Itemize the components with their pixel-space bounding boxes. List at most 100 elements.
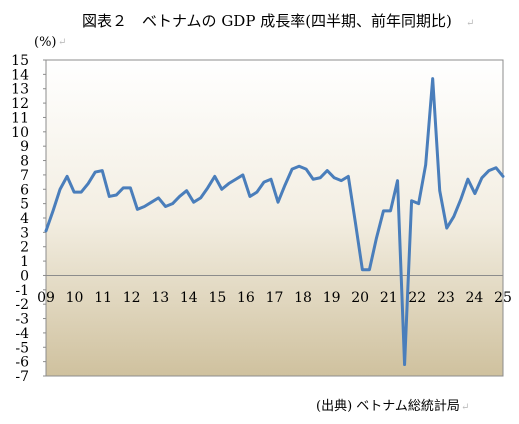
data-point [326,169,329,172]
data-point [452,215,455,218]
x-tick-label: 10 [66,290,84,306]
y-tick-label: -6 [15,355,29,371]
data-point [431,77,434,80]
data-point [410,199,413,202]
x-tick-label: 16 [237,290,255,306]
x-tick-label: 11 [94,290,112,306]
y-tick-label: 15 [11,53,29,69]
y-tick-label: 4 [20,211,29,227]
data-point [248,195,251,198]
x-tick-label: 14 [180,290,198,306]
title-return-mark: ↵ [466,18,474,29]
data-point [291,168,293,171]
data-point [80,191,83,194]
data-point [438,189,441,192]
data-point [488,169,490,172]
y-tick-label: -5 [15,340,29,356]
y-tick-label: 11 [11,110,29,126]
data-point [396,179,399,182]
x-tick-label: 25 [494,290,512,306]
data-point [495,166,497,169]
data-point [481,176,483,179]
data-point [256,191,258,194]
data-point [59,188,61,191]
data-point [312,178,315,181]
data-point [347,175,350,178]
series-line [44,77,505,367]
x-tick-label: 15 [208,290,226,306]
x-tick-label: 24 [466,290,484,306]
data-point [319,176,322,179]
data-point [87,182,90,185]
x-tick-label: 17 [266,290,284,306]
data-point [459,198,462,201]
data-point [52,209,54,212]
y-tick-label: 10 [11,125,29,141]
data-point [227,182,230,185]
data-point [445,227,448,229]
data-point [284,184,286,186]
data-point [368,268,371,271]
data-point [73,191,76,194]
y-tick-label: 8 [20,154,29,170]
x-tick-label: 19 [323,290,341,306]
data-point [129,186,132,189]
data-point [185,189,188,192]
x-axis-ticks: 09 10 11 12 13 14 15 16 17 18 19 20 21 22 23 24 25 [37,290,512,306]
y-tick-label: 5 [20,197,29,213]
data-point [466,178,469,181]
unit-return-mark: ↵ [58,37,66,48]
y-tick-label: 1 [20,254,29,270]
y-tick-label: 3 [20,225,29,241]
data-point [108,195,111,198]
y-tick-label: 0 [20,268,29,284]
data-point [277,201,279,204]
y-tick-label: -1 [15,283,29,299]
data-point [206,186,209,189]
data-point [178,195,181,198]
source-note: (出典) ベトナム総統計局 [316,398,460,414]
data-point [234,178,237,181]
data-point [382,209,385,212]
data-point [199,196,202,199]
data-point [361,268,364,271]
data-point [192,201,195,204]
data-point [122,186,125,189]
x-tick-label: 12 [123,290,141,306]
data-point [66,175,68,178]
y-tick-label: 13 [11,82,29,98]
data-point [424,163,427,166]
data-point [150,201,153,204]
data-point [45,230,47,232]
data-point [157,196,160,199]
data-point [101,169,104,172]
y-tick-label: 6 [20,182,29,198]
data-point [94,171,97,173]
data-point [417,202,420,205]
data-point [136,208,139,211]
y-tick-label: -2 [15,297,29,313]
x-tick-label: 22 [408,290,426,306]
chart-title: 図表２ ベトナムの GDP 成長率(四半期、前年同期比) [82,12,452,30]
data-point [389,209,392,212]
y-axis-unit: (%) [34,35,57,50]
y-tick-label: 9 [20,139,29,155]
data-point [220,188,223,191]
y-tick-label: -3 [15,312,29,328]
x-tick-label: 18 [294,290,312,306]
data-point [340,179,343,182]
x-tick-label: 09 [37,290,55,306]
data-point [375,237,378,240]
y-tick-label: 12 [11,96,29,112]
y-tick-label: 14 [11,67,29,83]
data-point [164,205,167,208]
y-tick-label: -7 [15,369,29,385]
data-point [473,192,476,195]
source-return-mark: ↵ [461,402,469,413]
x-tick-label: 23 [437,290,455,306]
plot-area [45,59,504,377]
data-point [305,168,308,171]
data-point [298,165,301,168]
